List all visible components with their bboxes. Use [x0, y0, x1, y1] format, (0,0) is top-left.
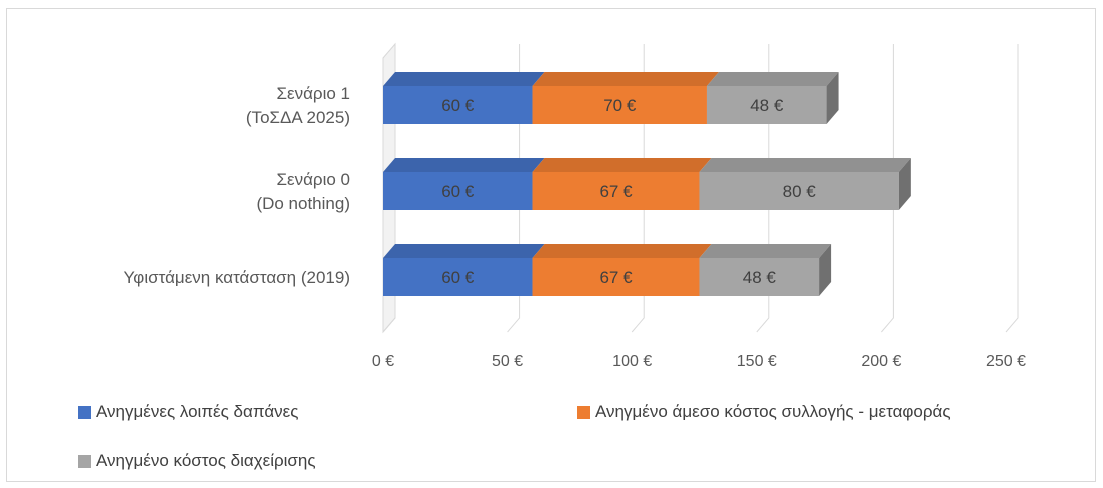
x-tick-label: 250 € [986, 353, 1026, 370]
gridline [382, 44, 396, 333]
x-tick-label: 150 € [737, 353, 777, 370]
legend-label-collection-cost: Ανηγμένο άμεσο κόστος συλλογής - μεταφορ… [595, 402, 951, 421]
legend-item-other-costs: Ανηγμένες λοιπές δαπάνες [78, 402, 298, 422]
bar-end-face [819, 244, 832, 296]
data-label: 80 € [783, 182, 817, 201]
legend-label-management-cost: Ανηγμένο κόστος διαχείρισης [96, 451, 316, 470]
bar-top-face [383, 244, 545, 258]
x-tick-label: 0 € [372, 353, 394, 370]
bar-top-face [706, 72, 839, 86]
bar-top-face [532, 158, 712, 172]
gridline [507, 44, 521, 333]
bar-top-face [699, 158, 911, 172]
data-label: 67 € [599, 182, 633, 201]
bar-segment [383, 86, 533, 124]
data-label: 70 € [603, 96, 637, 115]
x-tick-label: 100 € [612, 353, 652, 370]
legend-item-collection-cost: Ανηγμένο άμεσο κόστος συλλογής - μεταφορ… [577, 402, 951, 422]
bar-segment [706, 86, 827, 124]
bar-top-face [383, 72, 545, 86]
data-label: 67 € [599, 268, 633, 287]
bar-segment [532, 172, 700, 210]
category-label: (ΤοΣΔΑ 2025) [246, 108, 350, 127]
legend-swatch-collection-cost [577, 405, 590, 419]
legend-swatch-management-cost [78, 454, 91, 468]
data-label: 60 € [441, 182, 475, 201]
bar-top-face [383, 158, 545, 172]
bar-top-face [532, 72, 719, 86]
category-label: Σενάριο 0 [277, 170, 351, 189]
gridline [631, 44, 645, 333]
category-label: (Do nothing) [256, 194, 350, 213]
bar-top-face [699, 244, 832, 258]
gridline [1005, 44, 1019, 333]
bar-segment [383, 172, 533, 210]
bar-top-face [532, 244, 712, 258]
bar-end-face [898, 158, 911, 210]
bar-end-face [826, 72, 839, 124]
category-label: Υφιστάμενη κατάσταση (2019) [124, 268, 350, 287]
bar-segment [532, 86, 707, 124]
category-label: Σενάριο 1 [277, 84, 351, 103]
bar-segment [383, 258, 533, 296]
gridline [756, 44, 770, 333]
data-label: 60 € [441, 268, 475, 287]
bar-segment [532, 258, 700, 296]
data-label: 48 € [743, 268, 777, 287]
bar-segment [699, 172, 899, 210]
x-tick-label: 50 € [492, 353, 523, 370]
data-label: 48 € [750, 96, 784, 115]
legend-swatch-other-costs [78, 405, 91, 419]
legend-item-management-cost: Ανηγμένο κόστος διαχείρισης [78, 451, 316, 471]
bar-segment [699, 258, 820, 296]
gridline [881, 44, 894, 333]
legend-label-other-costs: Ανηγμένες λοιπές δαπάνες [96, 402, 299, 421]
data-label: 60 € [441, 96, 475, 115]
x-tick-label: 200 € [861, 353, 901, 370]
